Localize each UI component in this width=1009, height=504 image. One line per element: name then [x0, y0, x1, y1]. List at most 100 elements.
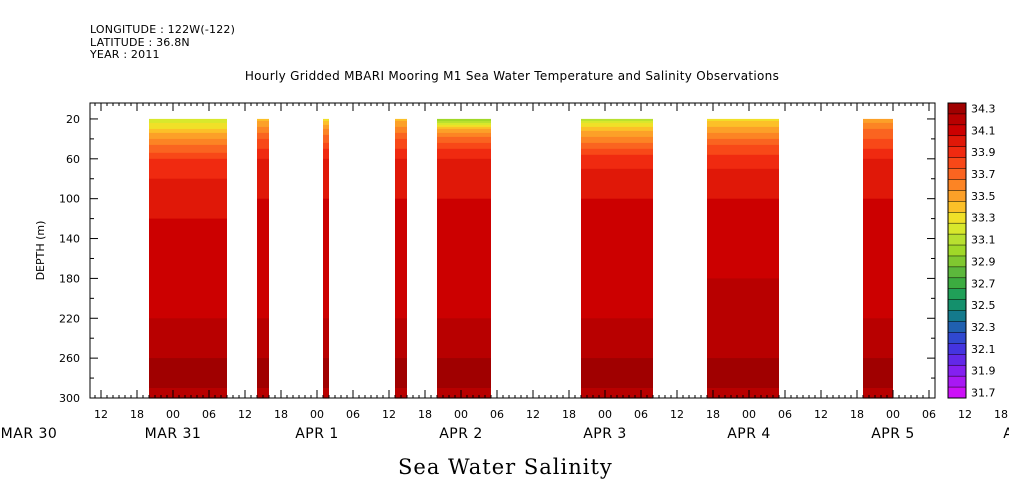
data-cell: [149, 350, 227, 353]
colorbar-swatch: [948, 310, 966, 322]
data-cell: [323, 162, 329, 166]
data-cell: [707, 188, 779, 192]
data-cell: [323, 120, 329, 124]
data-cell: [437, 254, 491, 258]
data-cell: [257, 254, 269, 258]
data-cell: [437, 230, 491, 234]
data-cell: [863, 164, 893, 168]
data-cell: [707, 232, 779, 236]
data-cell: [437, 172, 491, 176]
data-cell: [257, 122, 269, 126]
data-cell: [581, 338, 653, 341]
data-cell: [257, 290, 269, 293]
data-cell: [323, 278, 329, 281]
data-cell: [149, 342, 227, 345]
data-cell: [323, 228, 329, 232]
data-cell: [863, 230, 893, 234]
data-cell: [323, 216, 329, 220]
data-cell: [257, 274, 269, 277]
data-cell: [581, 302, 653, 305]
data-cell: [149, 394, 227, 397]
data-cell: [323, 232, 329, 236]
data-cell: [257, 146, 269, 150]
data-cell: [149, 176, 227, 180]
data-cell: [863, 374, 893, 377]
data-cell: [257, 140, 269, 144]
data-cell: [395, 360, 407, 363]
data-cell: [437, 324, 491, 327]
data-cell: [581, 232, 653, 236]
data-cell: [395, 376, 407, 379]
data-cell: [863, 334, 893, 337]
data-cell: [863, 380, 893, 383]
data-cell: [149, 276, 227, 279]
data-cell: [257, 226, 269, 230]
data-cell: [437, 366, 491, 369]
data-cell: [257, 202, 269, 206]
data-cell: [581, 380, 653, 383]
data-cell: [707, 346, 779, 349]
data-cell: [323, 148, 329, 152]
data-cell: [707, 316, 779, 319]
y-tick-label: 260: [59, 352, 80, 365]
data-cell: [707, 176, 779, 180]
data-cell: [437, 308, 491, 311]
data-cell: [395, 118, 407, 122]
colorbar-swatch: [948, 190, 966, 202]
colorbar-swatch: [948, 299, 966, 311]
data-cell: [395, 262, 407, 266]
data-cell: [707, 308, 779, 311]
x-hour-label: 00: [742, 408, 756, 421]
data-cell: [707, 242, 779, 246]
data-cell: [149, 352, 227, 355]
data-cell: [437, 320, 491, 323]
data-cell: [395, 178, 407, 182]
x-hour-label: 12: [94, 408, 108, 421]
data-cell: [707, 336, 779, 339]
data-cell: [323, 184, 329, 188]
data-cell: [395, 284, 407, 287]
data-cell: [257, 346, 269, 349]
data-cell: [863, 316, 893, 319]
x-hour-label: 12: [670, 408, 684, 421]
data-cell: [437, 280, 491, 283]
data-cell: [707, 278, 779, 281]
data-cell: [437, 294, 491, 297]
data-cell: [395, 162, 407, 166]
data-cell: [149, 376, 227, 379]
data-cell: [581, 160, 653, 164]
data-cell: [149, 260, 227, 264]
data-cell: [323, 298, 329, 301]
data-cell: [149, 390, 227, 393]
data-cell: [323, 328, 329, 331]
data-cell: [707, 380, 779, 383]
data-cell: [149, 178, 227, 182]
data-cell: [581, 174, 653, 178]
data-cell: [863, 196, 893, 200]
data-cell: [323, 154, 329, 158]
data-cell: [863, 152, 893, 156]
data-cell: [707, 260, 779, 264]
data-cell: [395, 138, 407, 142]
data-cell: [863, 300, 893, 303]
data-cell: [707, 290, 779, 293]
data-cell: [707, 274, 779, 277]
data-cell: [257, 262, 269, 266]
data-cell: [581, 328, 653, 331]
data-cell: [437, 162, 491, 166]
data-cell: [581, 200, 653, 204]
data-cell: [581, 222, 653, 226]
x-hour-label: 00: [598, 408, 612, 421]
data-cell: [581, 206, 653, 210]
data-cell: [581, 336, 653, 339]
data-cell: [707, 384, 779, 387]
data-cell: [863, 252, 893, 256]
data-cell: [581, 292, 653, 295]
data-cell: [437, 286, 491, 289]
data-cell: [437, 124, 491, 128]
data-cell: [707, 338, 779, 341]
data-cell: [257, 366, 269, 369]
data-cell: [437, 316, 491, 319]
data-cell: [581, 332, 653, 335]
data-cell: [707, 292, 779, 295]
